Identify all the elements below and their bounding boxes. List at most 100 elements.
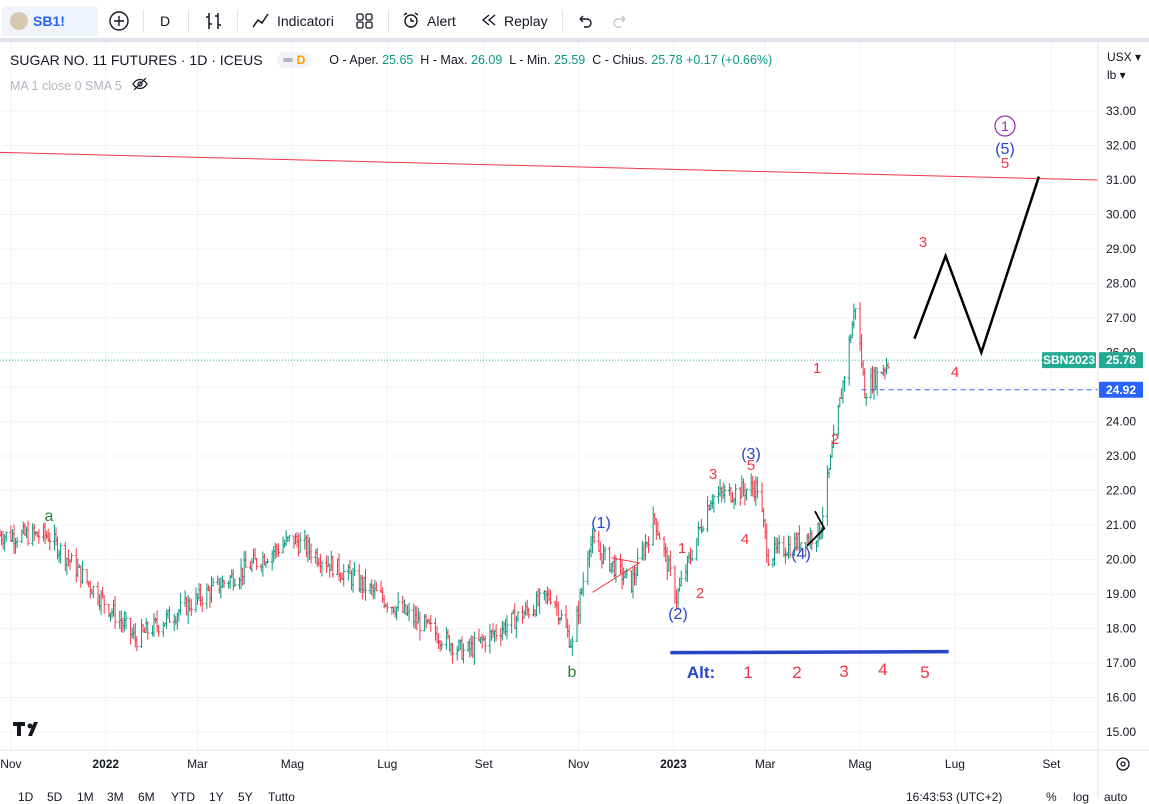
ohlc-bar [374,582,378,592]
ohlc-bar [222,579,226,589]
price-tick-label: 21.00 [1106,518,1136,532]
interval-button[interactable]: D [160,6,170,36]
chart-grid [0,42,1098,750]
ohlc-bar [233,578,237,587]
indicators-button[interactable]: Indicatori [251,6,334,36]
price-tick-label: 17.00 [1106,656,1136,670]
symbol-search-button[interactable]: SB1! [2,6,98,36]
auto-toggle[interactable]: auto [1104,790,1128,804]
settings-gear-icon[interactable] [1116,757,1130,771]
subwave-4: 4 [741,531,749,548]
price-tick-label: 16.00 [1106,691,1136,705]
ohlc-bar [26,520,30,546]
range-button-1d[interactable]: 1D [18,790,34,804]
time-tick-label: Nov [568,757,589,771]
range-button-1y[interactable]: 1Y [209,790,224,804]
alarm-clock-icon [401,10,421,33]
ohlc-bar [679,570,683,587]
range-button-tutto[interactable]: Tutto [268,790,295,804]
unit-selector[interactable]: lb ▾ [1107,68,1126,82]
percent-toggle[interactable]: % [1046,790,1057,804]
ohlc-bar [320,560,324,577]
ohlc-bar [342,564,346,587]
range-button-3m[interactable]: 3M [107,790,124,804]
high-label: H - Max. [420,53,468,67]
add-symbol-button[interactable] [108,6,132,36]
log-toggle[interactable]: log [1073,790,1090,804]
data-badge[interactable]: D [276,52,312,68]
range-button-5d[interactable]: 5D [47,790,63,804]
wave5-subwave-5: 5 [1001,155,1009,172]
ohlc-bar [385,602,389,613]
ohlc-bar [396,592,400,612]
high-value: 26.09 [471,53,503,67]
resistance-trendline [0,151,1099,181]
ohlc-bar [461,643,465,664]
subwave-3: 3 [709,466,717,483]
change-value: +0.17 (+0.66%) [686,53,773,67]
last-symbol-badge: SBN2023 [1043,353,1095,367]
projection-path [913,176,1041,357]
price-tick-label: 23.00 [1106,449,1136,463]
ohlc-bar [309,543,313,564]
symbol-title[interactable]: SUGAR NO. 11 FUTURES · 1D · ICEUS [10,52,263,68]
ohlc-bar [168,606,172,623]
wave5-subwave-4: 4 [951,364,959,381]
eye-hidden-icon[interactable] [132,77,148,94]
price-tick-label: 27.00 [1106,311,1136,325]
ohlc-bar [255,557,259,570]
alert-button[interactable]: Alert [401,6,456,36]
ohlc-bar [570,636,574,657]
layouts-button[interactable] [355,6,375,36]
ohlc-bar [91,585,95,599]
price-tick-label: 30.00 [1106,208,1136,222]
price-tick-label: 29.00 [1106,242,1136,256]
time-tick-label: Mar [755,757,776,771]
ohlc-bar [875,367,879,396]
price-chart[interactable]: a b (1) (2) (3) (4) (5) 1 2 3 4 5 1 2 3 4 5 1 Alt: 1 2 3 4 5 33… [0,42,1149,798]
undo-button[interactable] [575,6,593,36]
wave-label-1-paren: (1) [591,515,611,532]
ohlc-bar [549,589,553,605]
close-label: C - Chius. [592,53,648,67]
ohlc-bar [113,595,117,629]
alt-count-5: 5 [920,663,929,682]
wave5-subwave-2: 2 [831,431,839,448]
ma-indicator-legend[interactable]: MA 1 close 0 SMA 5 [10,77,148,94]
ohlc-bar [581,572,585,597]
range-button-5y[interactable]: 5Y [238,790,253,804]
clock-time: 16:43:53 (UTC+2) [906,790,1003,804]
logo-dot [27,723,33,729]
range-button-1m[interactable]: 1M [77,790,94,804]
symbol-logo-icon [10,12,28,30]
ohlc-bar [494,624,498,642]
ohlc-bar [59,542,63,564]
gear-ring [1116,757,1130,771]
replay-button[interactable]: Replay [480,6,548,36]
price-tick-label: 19.00 [1106,587,1136,601]
ohlc-bar [527,607,531,619]
currency-selector[interactable]: USX ▾ [1107,50,1141,64]
ohlc-bar [451,643,455,664]
chart-type-button[interactable] [203,6,225,36]
ohlc-bar [102,595,106,614]
redo-button[interactable] [612,6,630,36]
open-label: O - Aper. [329,53,379,67]
wave-label-a: a [45,508,54,525]
top-toolbar: SB1! D Indicatori Alert Repl [0,0,1149,42]
chart-axes: 33.0032.0031.0030.0029.0028.0027.0026.00… [0,42,1149,798]
ohlc-bar [886,362,890,370]
last-price-badge-bg [1099,352,1143,369]
time-tick-label: Lug [945,757,965,771]
rewind-icon [480,11,498,32]
range-button-ytd[interactable]: YTD [171,790,195,804]
wave-label-5-paren: (5) [995,141,1015,158]
price-tick-label: 28.00 [1106,277,1136,291]
ohlc-bar [266,558,270,564]
ohlc-bar [276,543,280,557]
ohlc-bar [407,602,411,622]
open-value: 25.65 [382,53,414,67]
ohlc-bar [668,550,672,576]
range-button-6m[interactable]: 6M [138,790,155,804]
time-tick-label: Set [1042,757,1061,771]
